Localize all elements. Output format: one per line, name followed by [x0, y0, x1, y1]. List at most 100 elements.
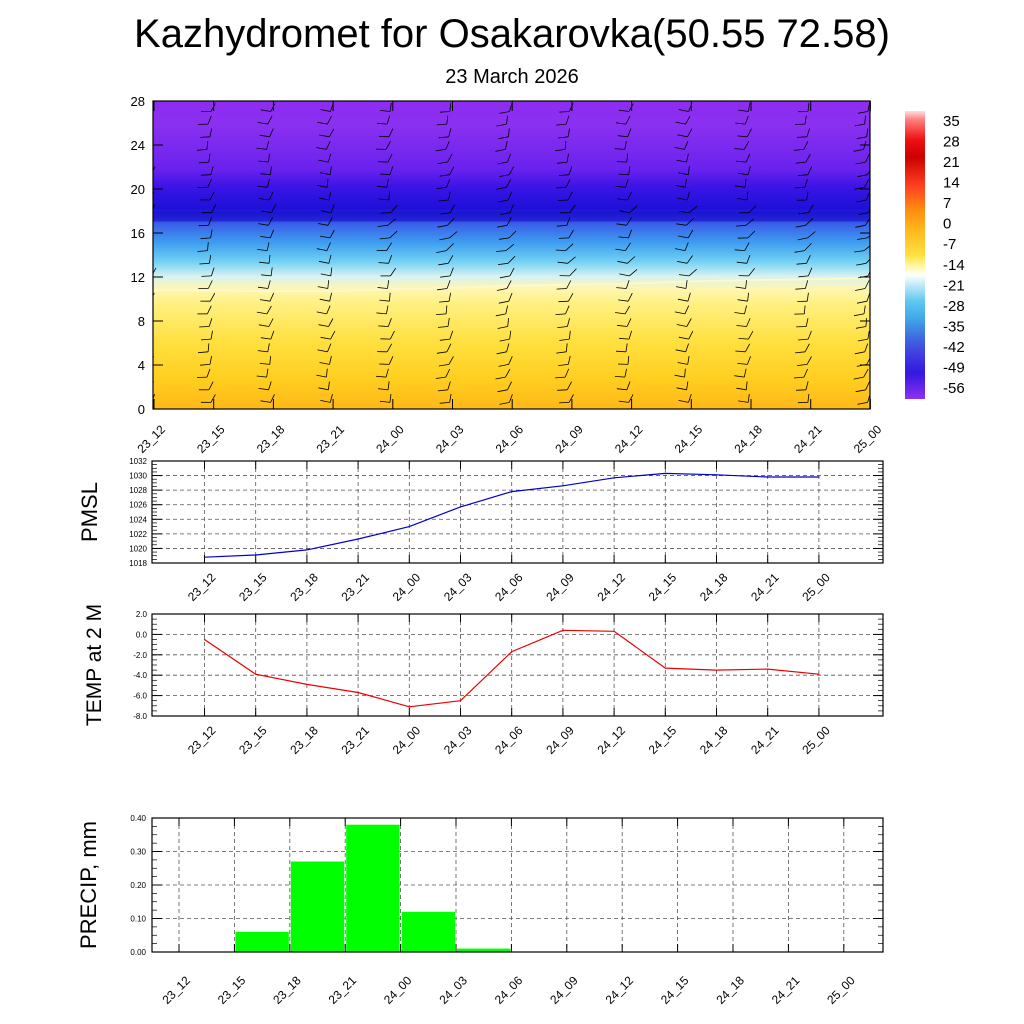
wind-barb — [199, 326, 210, 328]
wind-barb — [617, 135, 628, 138]
wind-barb — [439, 111, 450, 113]
wind-barb — [258, 223, 269, 226]
wind-barb — [500, 212, 511, 215]
wind-barb — [141, 112, 151, 114]
wind-barb — [737, 363, 748, 365]
pmsl-point — [255, 554, 257, 556]
x-tick-label: 24_09 — [543, 723, 577, 757]
wind-barb — [675, 185, 686, 188]
wind-barb — [257, 249, 268, 251]
wind-barb — [498, 364, 509, 367]
wind-barb — [854, 351, 865, 355]
wind-barb — [439, 338, 450, 341]
temperature-2m-point — [459, 700, 462, 702]
wind-barb — [499, 402, 510, 405]
wind-barb — [857, 174, 868, 178]
wind-barb — [138, 124, 148, 126]
wind-barb — [856, 300, 868, 304]
wind-barb — [437, 288, 448, 291]
x-tick-label: 24_18 — [697, 723, 731, 757]
wind-barb — [615, 248, 626, 251]
wind-barb — [854, 250, 865, 253]
wind-barb — [318, 324, 329, 327]
wind-barb — [556, 224, 567, 227]
wind-barb — [555, 186, 567, 189]
wind-barb — [675, 121, 686, 125]
pmsl-point — [203, 556, 206, 558]
precip-bar — [401, 911, 455, 952]
wind-barb — [855, 161, 866, 165]
wind-barb — [316, 248, 327, 251]
wind-barb — [795, 224, 806, 228]
wind-barb — [738, 109, 749, 112]
x-tick-label: 24_06 — [492, 723, 526, 757]
wind-barb — [857, 237, 868, 240]
x-tick-label: 25_00 — [799, 723, 833, 757]
wind-barb — [853, 149, 864, 152]
wind-barb — [496, 123, 507, 127]
wind-barb — [260, 236, 271, 239]
wind-barb — [321, 210, 332, 213]
wind-barb — [319, 235, 331, 239]
wind-barb — [856, 262, 867, 266]
wind-barb — [558, 174, 570, 176]
y-tick-label: 0.10 — [130, 915, 146, 924]
wind-barb — [318, 387, 329, 391]
wind-barb — [558, 237, 569, 239]
wind-barb — [497, 262, 509, 265]
temperature-2m-point — [767, 668, 769, 670]
wind-barb — [738, 338, 749, 340]
precip-bar — [457, 948, 511, 952]
wind-barb — [379, 299, 390, 302]
pmsl-point — [664, 472, 666, 474]
pmsl-point — [715, 474, 718, 476]
wind-barb — [380, 110, 391, 112]
wind-barb — [256, 147, 267, 150]
wind-barb — [377, 224, 388, 227]
wind-barb — [141, 339, 151, 341]
precip-bar — [346, 824, 400, 952]
pmsl-point — [767, 476, 769, 478]
y-axis-label: PRECIP, mm — [76, 821, 101, 949]
wind-barb — [618, 109, 629, 112]
wind-barb — [738, 173, 749, 176]
wind-barb — [735, 350, 746, 353]
wind-barb — [559, 402, 570, 404]
wind-barb — [201, 338, 212, 341]
wind-barb — [555, 313, 566, 315]
wind-barb — [436, 186, 447, 189]
wind-barb — [497, 326, 508, 329]
wind-barb — [259, 198, 270, 201]
colorbar-label: 35 — [943, 113, 960, 130]
y-tick-label: 1022 — [129, 530, 147, 539]
wind-barb — [378, 388, 389, 391]
wind-barb — [317, 185, 328, 188]
wind-barb — [257, 286, 269, 289]
wind-barb — [380, 212, 391, 214]
wind-barb — [257, 185, 268, 188]
wind-barb — [797, 174, 808, 177]
wind-barb — [795, 161, 806, 164]
wind-barb — [798, 212, 809, 215]
wind-barb — [379, 237, 390, 240]
x-tick-label: 24_06 — [492, 973, 526, 1007]
wind-barb — [259, 363, 270, 365]
freezing-level-line — [153, 277, 870, 293]
wind-barb — [320, 109, 331, 112]
wind-barb — [258, 324, 269, 327]
y-tick-label: 0.0 — [136, 630, 148, 639]
wind-barb — [377, 122, 388, 125]
wind-barb — [737, 299, 748, 302]
wind-barb — [615, 122, 626, 125]
wind-barb — [139, 390, 149, 392]
wind-barb — [676, 223, 687, 226]
wind-barb — [617, 198, 628, 201]
temperature-2m-point — [306, 683, 308, 686]
x-tick-label: 24_06 — [492, 570, 526, 604]
wind-barb — [619, 210, 630, 213]
wind-barb — [678, 235, 689, 239]
wind-barb — [674, 147, 685, 150]
cross-section-field — [153, 101, 870, 409]
x-tick-label: 24_03 — [433, 422, 467, 456]
y-tick-label: 24 — [131, 138, 145, 153]
